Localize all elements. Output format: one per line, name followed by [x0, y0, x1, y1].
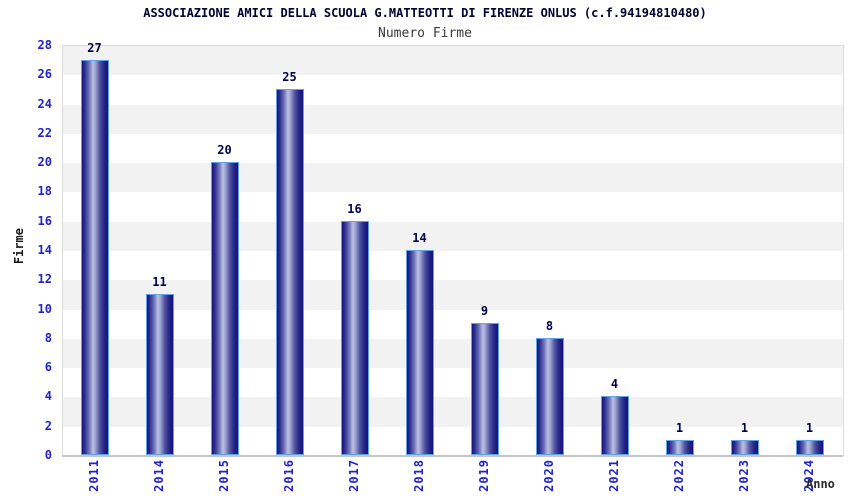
- xtick-label: 2020: [541, 459, 556, 492]
- bar-value-label: 8: [545, 318, 554, 333]
- chart-title: ASSOCIAZIONE AMICI DELLA SCUOLA G.MATTEO…: [143, 6, 707, 20]
- bar: [145, 293, 174, 455]
- xtick-label: 2016: [281, 459, 296, 492]
- xtick-label: 2011: [86, 459, 101, 492]
- grid-band: [63, 104, 843, 134]
- bar: [340, 220, 369, 455]
- grid-band: [63, 75, 843, 105]
- grid-band: [63, 426, 843, 456]
- bar-value-label: 1: [675, 421, 684, 436]
- grid-band: [63, 221, 843, 251]
- bar: [795, 440, 824, 455]
- x-axis-line: [62, 455, 843, 457]
- bar-value-label: 1: [805, 421, 814, 436]
- ytick-label: 28: [37, 38, 52, 52]
- bar-value-label: 4: [610, 377, 619, 392]
- ytick-label: 14: [37, 243, 52, 257]
- ytick-label: 26: [37, 67, 52, 82]
- grid-band: [63, 338, 843, 369]
- ytick-label: 12: [37, 272, 52, 287]
- xtick-label: 2014: [151, 459, 166, 492]
- chart-subtitle: Numero Firme: [378, 26, 472, 41]
- xtick-label: 2018: [411, 459, 426, 492]
- bar: [730, 440, 759, 455]
- ytick-label: 18: [37, 184, 52, 199]
- bar: [665, 440, 694, 455]
- grid-band: [63, 397, 843, 427]
- bar: [470, 323, 499, 455]
- ytick-label: 24: [37, 96, 52, 111]
- grid-band: [63, 192, 843, 222]
- plot-area: [62, 45, 844, 456]
- ytick-label: 8: [44, 330, 52, 345]
- ytick-label: 2: [44, 418, 52, 433]
- ytick-label: 4: [44, 389, 52, 404]
- ytick-label: 0: [44, 448, 52, 462]
- bar-value-label: 1: [740, 421, 749, 436]
- xtick-label: 2023: [736, 459, 751, 492]
- ytick-label: 16: [37, 213, 52, 228]
- ytick-label: 10: [37, 301, 52, 316]
- bar: [210, 162, 239, 455]
- ytick-label: 6: [44, 360, 52, 375]
- xtick-label: 2017: [346, 459, 361, 492]
- xtick-label: 2015: [216, 459, 231, 492]
- xtick-label: 2021: [606, 459, 621, 492]
- bar-value-label: 16: [347, 201, 362, 216]
- bar-value-label: 25: [282, 69, 297, 84]
- bar: [80, 59, 109, 455]
- bar-value-label: 27: [87, 40, 102, 55]
- bar-value-label: 20: [217, 143, 232, 158]
- bar-value-label: 11: [152, 274, 167, 289]
- grid-band: [63, 163, 843, 193]
- xtick-label: 2019: [476, 459, 491, 492]
- bar-value-label: 9: [480, 304, 489, 319]
- x-axis-label: Anno: [806, 477, 835, 491]
- grid-band: [63, 280, 843, 310]
- bar: [535, 337, 564, 455]
- grid-band: [63, 368, 843, 398]
- grid-band: [63, 133, 843, 164]
- bar: [405, 250, 434, 455]
- grid-band: [63, 251, 843, 281]
- grid-band: [63, 309, 843, 339]
- xtick-label: 2022: [671, 459, 686, 492]
- ytick-label: 20: [37, 155, 52, 170]
- grid-band: [63, 46, 843, 76]
- bar: [275, 88, 304, 455]
- bar: [600, 396, 629, 455]
- ytick-label: 22: [37, 125, 52, 140]
- bar-value-label: 14: [412, 231, 427, 245]
